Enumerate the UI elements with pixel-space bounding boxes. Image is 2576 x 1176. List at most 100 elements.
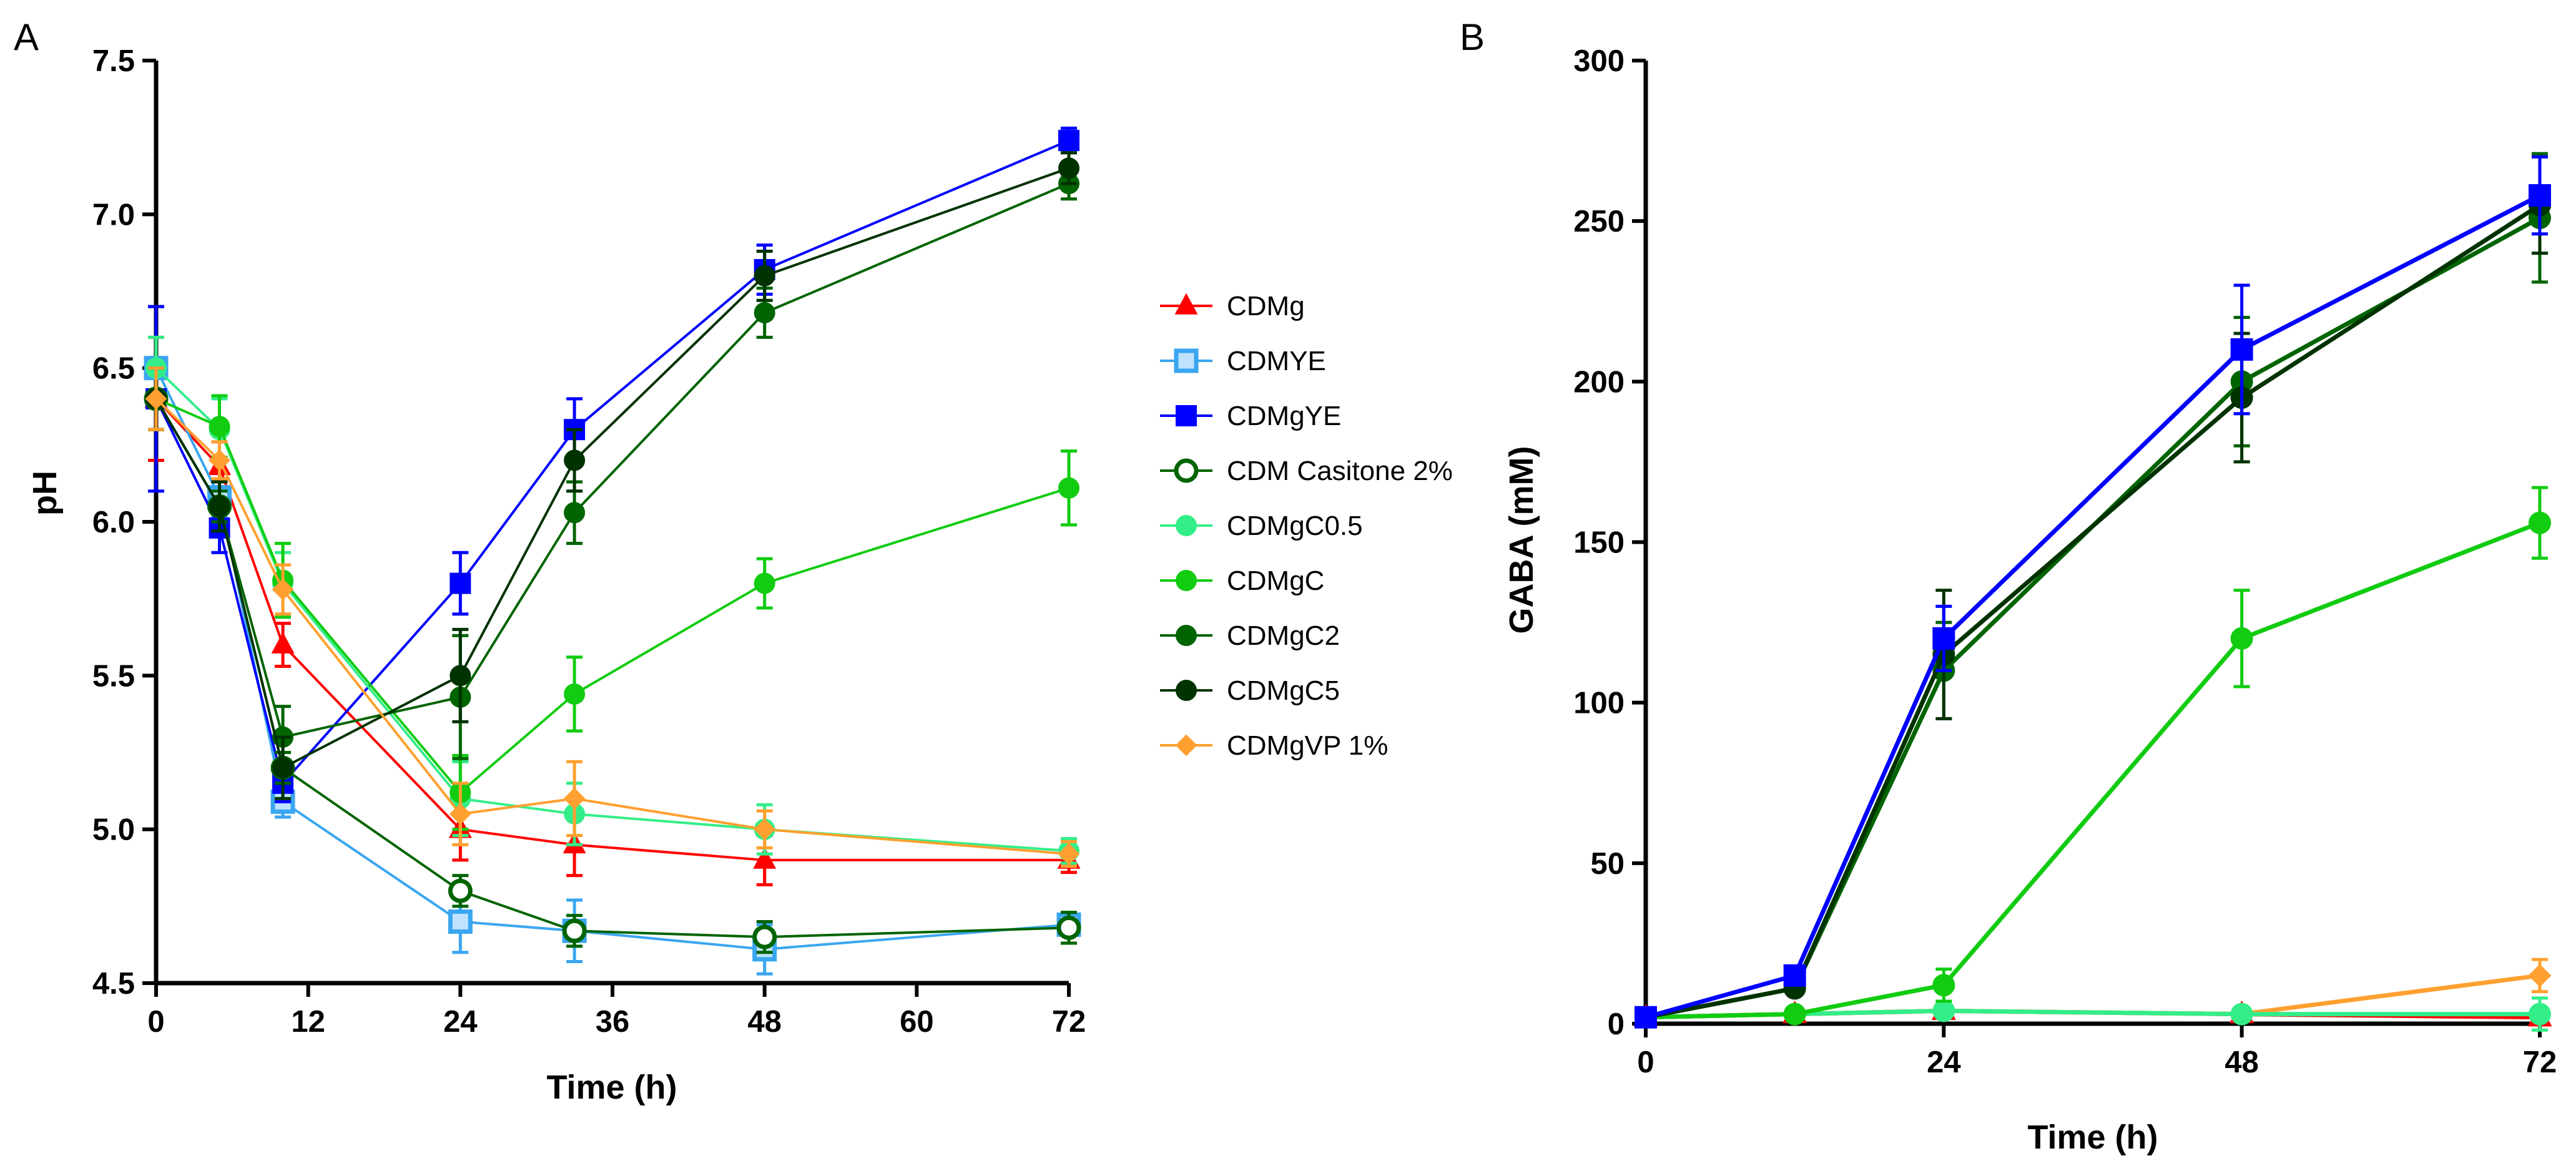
legend-item-cdmgc0-5: CDMgC0.5	[1160, 511, 1363, 541]
panel-b-x-tick-label: 48	[2225, 1046, 2259, 1079]
panel-a-series-cdm-casitone-2pct	[144, 366, 1081, 954]
panel-a-x-axis-label: Time (h)	[546, 1069, 677, 1106]
panel-a-x-tick-label: 0	[147, 1005, 164, 1039]
panel-a-point-cdmgc	[1058, 477, 1079, 499]
panel-a-point-cdmgvp-1pct	[754, 818, 776, 841]
panel-a-point-cdmgye	[450, 572, 471, 594]
panel-b-y-tick-label: 100	[1573, 687, 1625, 720]
panel-a-line-cdmye	[155, 367, 1069, 951]
legend-marker-cdmgc0-5	[1176, 515, 1197, 536]
panel-a-point-cdmgc5	[272, 757, 294, 779]
panel-a-point-cdmye	[448, 909, 473, 934]
panel-a-x-tick-label: 48	[747, 1005, 782, 1039]
panel-a-point-cdmgvp-1pct	[1058, 843, 1080, 865]
panel-b-y-tick-label: 50	[1590, 847, 1625, 881]
panel-b-point-cdmgye	[1783, 964, 1806, 987]
panel-a-series-cdmgye	[145, 126, 1079, 803]
panel-b-x-axis-label: Time (h)	[2027, 1119, 2158, 1156]
panel-b-x-tick-label: 24	[1927, 1046, 1961, 1079]
panel-a-series-cdmgc5	[145, 151, 1079, 800]
panel-a-point-cdmgye	[1058, 130, 1079, 152]
panel-b-point-cdmgc	[1783, 1002, 1806, 1026]
legend-item-cdmg: CDMg	[1160, 291, 1305, 321]
panel-b-axes: 0 50 100 150 200 250 300 0 24 48 72	[1573, 44, 2557, 1079]
panel-b-series-cdmgc5	[1635, 155, 2551, 1029]
panel-b-y-axis-label: GABA (mM)	[1503, 446, 1540, 634]
panel-b-line-cdmgye	[1645, 193, 2541, 1020]
panel-b-point-cdmgye	[1932, 627, 1955, 650]
panel-a-point-cdmgvp-1pct	[272, 578, 294, 600]
panel-a-y-tick-label: 5.0	[92, 813, 135, 847]
panel-b-point-cdmgvp-1pct	[2528, 964, 2552, 987]
legend-marker-cdmgvp-1pct	[1175, 734, 1197, 757]
panel-b-label: B	[1460, 16, 1485, 58]
panel-b-point-cdmgye	[1635, 1006, 1657, 1029]
panel-a-axes: 4.5 5.0 5.5 6.0 6.5 7.0 7.5 0 12 24 36 48 60 72	[92, 44, 1086, 1039]
panel-a-line-cdmgc5	[155, 167, 1069, 770]
panel-a-point-cdmgc	[754, 572, 775, 594]
panel-a-x-tick-label: 24	[443, 1005, 478, 1039]
panel-a-x-tick-label: 36	[596, 1005, 630, 1039]
panel-b-line-cdmgc	[1645, 521, 2541, 1020]
panel-a-point-cdmgc2	[754, 301, 775, 323]
panel-b-line-cdmgc5	[1645, 203, 2541, 1020]
panel-a-series-cdmgc2	[145, 166, 1079, 770]
panel-b-series-cdmgc	[1635, 486, 2551, 1029]
panel-b-series	[1633, 152, 2552, 1032]
panel-b-x-tick-label: 72	[2523, 1046, 2557, 1079]
panel-b-x-tick-label: 0	[1637, 1046, 1654, 1079]
panel-b-point-cdmgc	[1932, 974, 1955, 997]
legend-item-cdm-casitone-2pct: CDM Casitone 2%	[1160, 456, 1453, 486]
panel-b-y-tick-label: 150	[1573, 526, 1625, 560]
panel-a-point-cdm-casitone-2pct	[1056, 915, 1081, 940]
panel-a-y-tick-label: 5.5	[92, 659, 135, 693]
panel-a-series	[144, 126, 1081, 976]
legend-item-cdmgc: CDMgC	[1160, 566, 1324, 596]
panel-b-series-cdmgye	[1635, 155, 2551, 1029]
legend-label: CDMgC5	[1227, 675, 1340, 706]
legend-marker-cdmg	[1174, 293, 1198, 315]
legend-item-cdmye: CDMYE	[1160, 346, 1326, 376]
panel-a-point-cdmgvp-1pct	[209, 449, 230, 471]
panel-a-x-tick-label: 60	[900, 1005, 934, 1039]
legend-label: CDM Casitone 2%	[1227, 456, 1453, 486]
panel-a-y-tick-label: 6.5	[92, 352, 135, 386]
panel-b-point-cdmgye	[2529, 184, 2551, 207]
panel-b-point-cdmgc	[2529, 511, 2551, 534]
panel-a-point-cdmgc	[209, 416, 230, 438]
panel-a-series-cdmgvp-1pct	[145, 366, 1080, 868]
legend-marker-cdm-casitone-2pct	[1174, 458, 1199, 483]
panel-a: A pH Time (h) 4.5 5.0 5.5 6.0 6.5 7.0 7.5 0 12 24…	[14, 16, 1086, 1106]
panel-b-point-cdmgc0-5	[1932, 999, 1955, 1022]
panel-a-point-cdmgvp-1pct	[563, 787, 586, 810]
legend-item-cdmgc5: CDMgC5	[1160, 675, 1340, 706]
panel-b-y-tick-label: 250	[1573, 205, 1625, 238]
legend-label: CDMgVP 1%	[1227, 730, 1388, 761]
legend-marker-cdmye	[1174, 348, 1199, 373]
legend-marker-cdmgc2	[1176, 625, 1197, 646]
legend-item-cdmgc2: CDMgC2	[1160, 620, 1340, 651]
panel-a-point-cdmg	[271, 632, 295, 654]
panel-a-y-axis-label: pH	[26, 471, 64, 516]
panel-b-point-cdmgye	[2230, 338, 2253, 361]
panel-a-y-tick-label: 7.5	[92, 44, 135, 78]
panel-a-y-tick-label: 4.5	[92, 967, 135, 1001]
panel-b-point-cdmgc0-5	[2529, 1002, 2551, 1026]
panel-a-point-cdm-casitone-2pct	[562, 918, 587, 943]
panel-a-point-cdmgc	[564, 683, 586, 705]
panel-a-x-tick-label: 12	[291, 1005, 325, 1039]
legend-marker-cdmgc5	[1176, 680, 1197, 701]
legend-label: CDMgC0.5	[1227, 511, 1363, 541]
panel-a-line-cdm-casitone-2pct	[155, 398, 1069, 939]
legend-label: CDMYE	[1227, 346, 1326, 376]
legend: CDMg CDMYE CDMgYE CDM Casitone 2% CDMgC0.5 CD…	[1160, 291, 1453, 761]
panel-a-point-cdmgc5	[754, 265, 775, 287]
panel-a-line-cdmgye	[155, 139, 1069, 786]
legend-label: CDMgC	[1227, 566, 1324, 596]
legend-marker-cdmgc	[1176, 570, 1197, 591]
panel-a-point-cdmgc5	[450, 665, 471, 687]
panel-b-y-tick-label: 300	[1573, 44, 1625, 78]
legend-item-cdmgye: CDMgYE	[1160, 401, 1341, 431]
panel-b-point-cdmgc0-5	[2230, 1002, 2253, 1026]
panel-a-label: A	[14, 16, 39, 58]
